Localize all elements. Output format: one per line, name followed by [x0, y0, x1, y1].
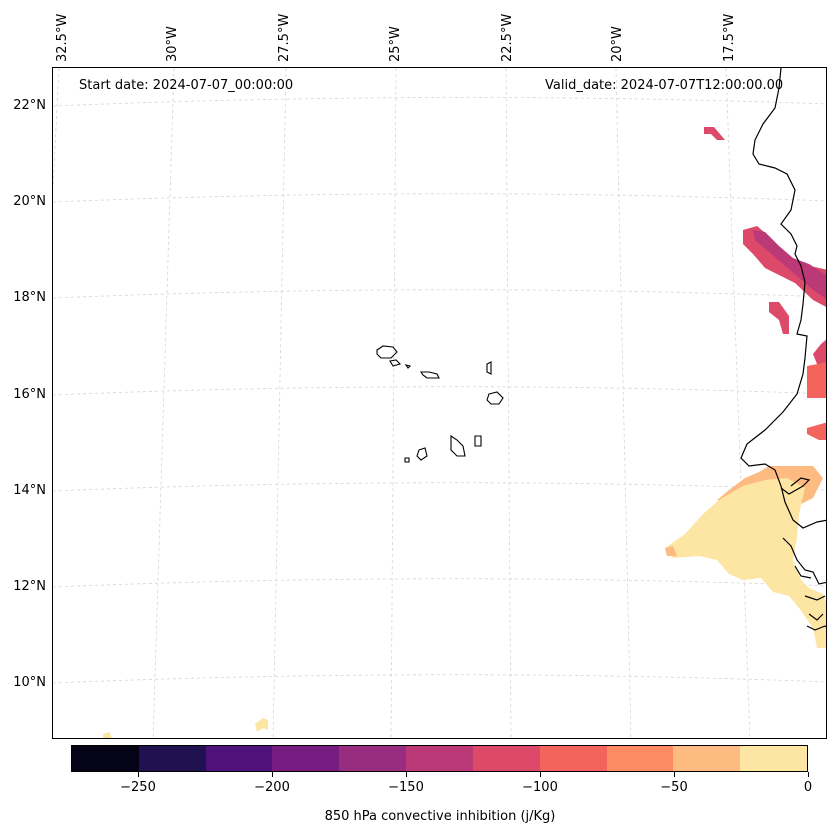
colorbar-tick-mark: [807, 772, 809, 777]
map-panel: [52, 67, 827, 739]
island-boa-vista: [486, 391, 504, 405]
colorbar-swatch: [205, 746, 273, 771]
lon-label-30w: 30°W: [165, 26, 180, 62]
colorbar-tick-mark: [673, 772, 675, 777]
colorbar-swatch: [72, 746, 139, 771]
cin-patch-east-2: [807, 362, 826, 398]
west-africa-coast: [740, 68, 826, 529]
lat-label-22n: 22°N: [13, 98, 46, 113]
colorbar-swatch: [138, 746, 206, 771]
lat-label-18n: 18°N: [13, 290, 46, 305]
lat-label-12n: 12°N: [13, 579, 46, 594]
colorbar-swatch: [406, 746, 473, 771]
island-maio: [474, 435, 482, 447]
cape-verde-islands: [376, 345, 504, 463]
colorbar-tick-label: −100: [522, 780, 558, 795]
gambia-coast: [780, 477, 811, 495]
coastline: [740, 68, 826, 631]
cin-patch-east-1: [813, 339, 826, 368]
lon-label-27-5w: 27.5°W: [277, 13, 292, 62]
colorbar-swatch: [539, 746, 607, 771]
island-santiago: [450, 434, 466, 457]
lat-label-14n: 14°N: [13, 483, 46, 498]
colorbar-swatch: [606, 746, 674, 771]
colorbar: [71, 745, 808, 772]
colorbar-tick-mark: [137, 772, 139, 777]
colorbar-swatch: [339, 746, 407, 771]
cin-patch-east-3: [807, 422, 826, 440]
colorbar-tick-label: −200: [254, 780, 290, 795]
lon-label-25w: 25°W: [388, 26, 403, 62]
island-sal: [486, 361, 492, 375]
colorbar-swatch: [472, 746, 540, 771]
map-canvas: [53, 68, 826, 738]
island-santa-luzia: [404, 364, 412, 369]
guinea-coast: [782, 537, 826, 631]
colorbar-label: 850 hPa convective inhibition (j/Kg): [324, 809, 556, 824]
colorbar-tick-label: −50: [660, 780, 688, 795]
cin-south-edge: [665, 546, 677, 556]
lon-label-17-5w: 17.5°W: [722, 13, 737, 62]
colorbar-tick-mark: [271, 772, 273, 777]
colorbar-tick-label: −250: [120, 780, 156, 795]
valid-date-label: Valid_date: 2024-07-07T12:00:00.00: [545, 78, 784, 93]
colorbar-swatch: [272, 746, 340, 771]
lon-label-20w: 20°W: [610, 26, 625, 62]
colorbar-tick-mark: [539, 772, 541, 777]
lon-label-32-5w: 32.5°W: [55, 13, 70, 62]
cin-band-inner: [753, 230, 826, 299]
colorbar-swatch: [673, 746, 741, 771]
cin-patch-mid: [769, 302, 789, 334]
cin-fill-patches: [103, 127, 826, 738]
colorbar-tick-label: −150: [388, 780, 424, 795]
island-santo-antao: [376, 345, 398, 359]
lat-label-16n: 16°N: [13, 387, 46, 402]
colorbar-tick-label: 0: [803, 780, 813, 795]
island-fogo: [416, 447, 428, 461]
cin-south-light: [665, 478, 826, 648]
cin-speck-sw-2: [255, 718, 268, 732]
graticule: [53, 68, 826, 738]
cin-patch-north: [704, 127, 725, 140]
lat-label-20n: 20°N: [13, 194, 46, 209]
start-date-label: Start date: 2024-07-07_00:00:00: [79, 78, 294, 93]
lat-label-10n: 10°N: [13, 675, 46, 690]
colorbar-swatch: [740, 746, 807, 771]
island-brava: [404, 457, 410, 463]
lon-label-22-5w: 22.5°W: [500, 13, 515, 62]
cin-speck-sw-1: [103, 732, 112, 738]
colorbar-tick-mark: [405, 772, 407, 777]
island-sao-nicolau: [419, 371, 440, 379]
island-sao-vicente: [389, 359, 402, 367]
